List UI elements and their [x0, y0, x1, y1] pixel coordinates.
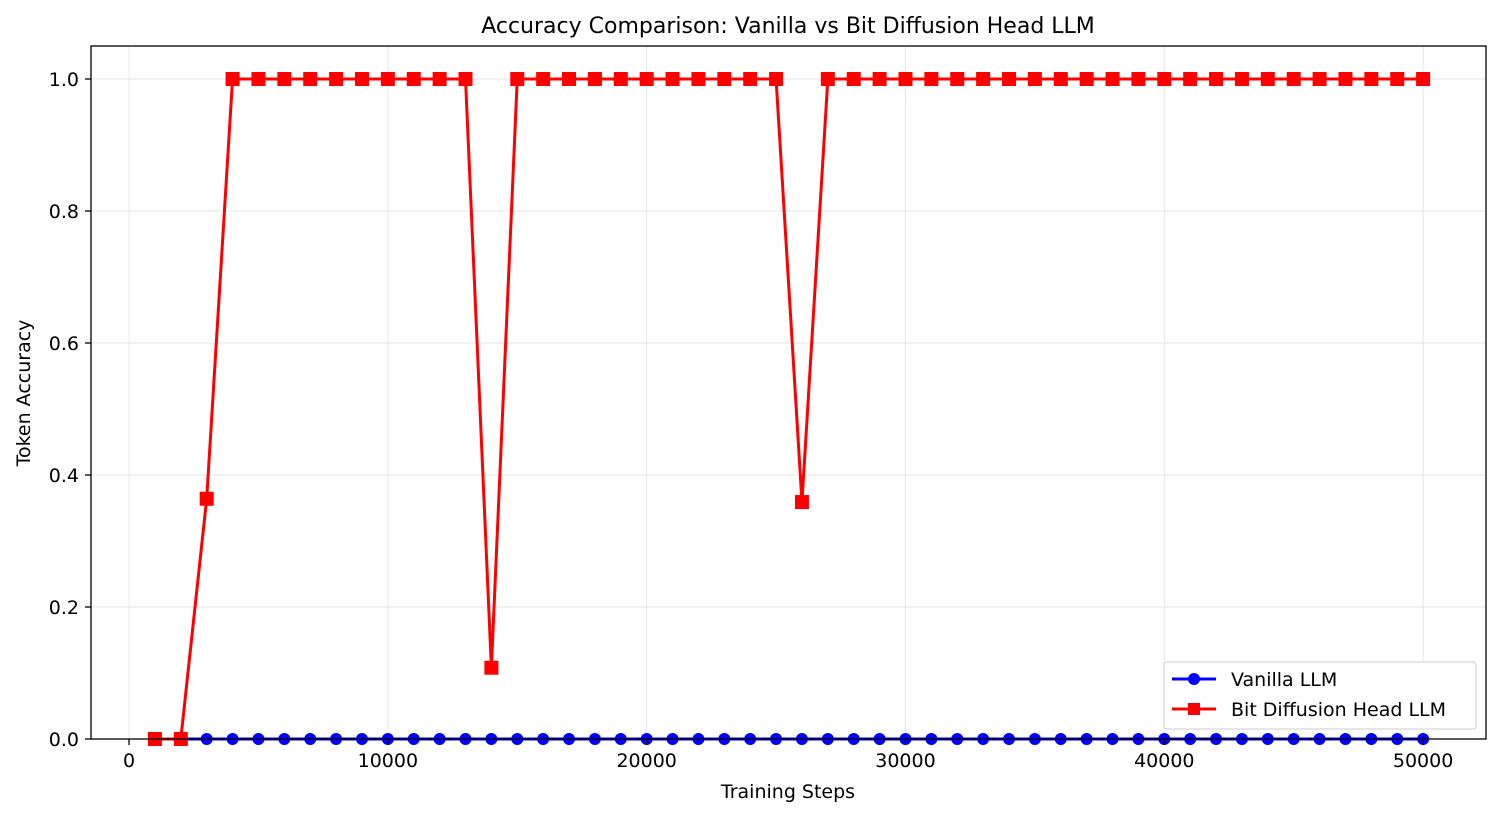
- legend-box: [1163, 661, 1477, 730]
- data-point: [769, 72, 784, 86]
- data-point: [1131, 72, 1146, 86]
- data-point: [380, 72, 395, 86]
- data-point: [225, 72, 240, 86]
- chart-title: Accuracy Comparison: Vanilla vs Bit Diff…: [481, 14, 1095, 39]
- data-point: [898, 72, 913, 86]
- data-point: [820, 72, 835, 86]
- y-tick-label: 0.2: [49, 597, 79, 619]
- x-tick-label: 20000: [616, 750, 676, 772]
- data-point: [329, 72, 344, 86]
- series-line: [154, 77, 1424, 741]
- data-point: [1234, 72, 1249, 86]
- x-tick-label: 30000: [875, 750, 935, 772]
- data-point: [665, 72, 680, 86]
- data-point: [924, 72, 939, 86]
- x-axis-label: Training Steps: [720, 781, 855, 803]
- grid: [91, 46, 1486, 740]
- data-point: [1027, 72, 1042, 86]
- y-tick-label: 0.0: [49, 729, 79, 751]
- data-point: [432, 72, 447, 86]
- data-point: [639, 72, 654, 86]
- legend-marker-bitdiff: [1188, 703, 1200, 715]
- legend-label-bitdiff: Bit Diffusion Head LLM: [1231, 699, 1446, 721]
- data-point: [743, 72, 758, 86]
- data-point: [1338, 72, 1353, 86]
- y-tick-label: 0.4: [49, 465, 79, 487]
- y-axis: 0.0 0.2 0.4 0.6 0.8 1.0: [49, 69, 91, 751]
- axes-frame: [90, 45, 1487, 740]
- x-tick-label: 40000: [1134, 750, 1194, 772]
- x-tick-label: 50000: [1393, 750, 1453, 772]
- data-point: [251, 72, 266, 86]
- data-point: [1312, 72, 1327, 86]
- x-tick-label: 0: [123, 750, 135, 772]
- data-point: [587, 72, 602, 86]
- x-axis: 0 10000 20000 30000 40000 50000: [123, 739, 1453, 772]
- data-point: [794, 495, 809, 510]
- data-point: [613, 72, 628, 86]
- data-point: [354, 72, 369, 86]
- y-tick-label: 0.6: [49, 333, 79, 355]
- data-point: [1157, 72, 1172, 86]
- data-point: [1053, 72, 1068, 86]
- data-point: [950, 72, 965, 86]
- series-bit-diffusion: [147, 72, 1431, 746]
- legend-marker-vanilla: [1188, 673, 1200, 685]
- data-point: [458, 72, 473, 86]
- data-point: [277, 72, 292, 86]
- data-point: [1209, 72, 1224, 86]
- data-point: [1260, 72, 1275, 86]
- data-point: [562, 72, 577, 86]
- data-point: [1105, 72, 1120, 86]
- data-point: [1364, 72, 1379, 86]
- data-point: [691, 72, 706, 86]
- data-point: [1079, 72, 1094, 86]
- data-point: [536, 72, 551, 86]
- data-point: [1002, 72, 1017, 86]
- data-point: [1416, 72, 1431, 86]
- y-tick-label: 0.8: [49, 201, 79, 223]
- data-point: [1183, 72, 1198, 86]
- data-point: [484, 660, 499, 675]
- x-tick-label: 10000: [358, 750, 418, 772]
- data-point: [510, 72, 525, 86]
- data-point: [1286, 72, 1301, 86]
- data-point: [303, 72, 318, 86]
- plot-area: [147, 72, 1431, 746]
- data-point: [846, 72, 861, 86]
- legend: Vanilla LLM Bit Diffusion Head LLM: [1163, 661, 1477, 730]
- y-axis-label: Token Accuracy: [13, 320, 35, 468]
- y-tick-label: 1.0: [49, 69, 79, 91]
- data-point: [976, 72, 991, 86]
- data-point: [717, 72, 732, 86]
- data-point: [872, 72, 887, 86]
- data-point: [199, 491, 214, 506]
- legend-label-vanilla: Vanilla LLM: [1231, 669, 1337, 691]
- data-point: [406, 72, 421, 86]
- data-point: [1390, 72, 1405, 86]
